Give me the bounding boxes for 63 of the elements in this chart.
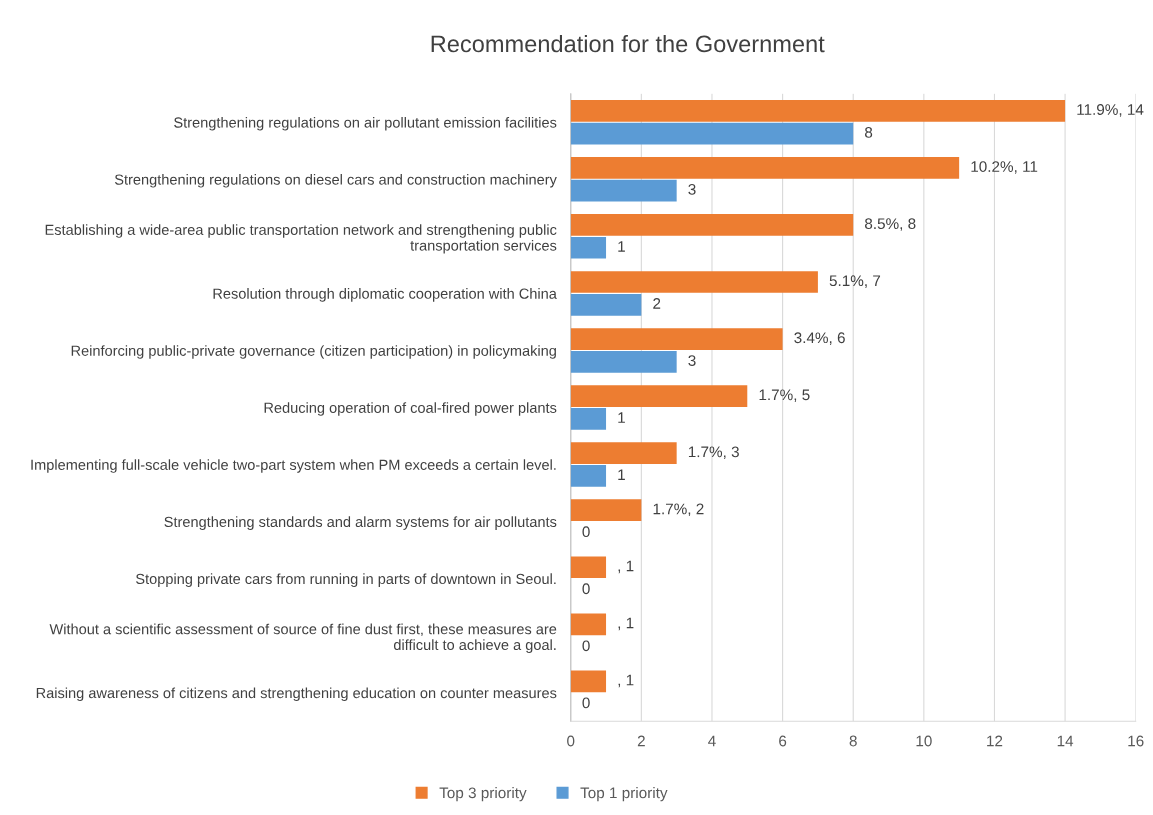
- x-tick-label: 0: [567, 735, 575, 747]
- legend-label: Top 1 priority: [580, 787, 668, 802]
- x-tick-label: 4: [708, 735, 716, 747]
- data-label: 1: [618, 241, 625, 252]
- y-tick-label: Reinforcing public-private governance (citizen participation) in policymaking: [71, 345, 556, 359]
- x-tick-label: 6: [779, 735, 787, 747]
- data-label: 2: [653, 298, 661, 309]
- x-tick-label: 16: [1128, 735, 1144, 747]
- bar: [570, 351, 677, 373]
- y-tick-label: Raising awareness of citizens and strengthening education on counter measures: [36, 687, 557, 702]
- bar: [570, 613, 607, 636]
- data-label: 1: [618, 412, 625, 423]
- data-label: , 1: [618, 560, 634, 574]
- y-tick-label: Strengthening standards and alarm systems for air pollutants: [164, 516, 557, 530]
- bar: [570, 670, 607, 693]
- data-label: , 1: [618, 617, 634, 631]
- bar: [570, 328, 783, 350]
- bar: [570, 442, 677, 464]
- data-label: 3: [688, 355, 696, 366]
- bar: [570, 499, 642, 522]
- data-label: 1.7%, 3: [688, 446, 739, 460]
- y-tick-label: Strengthening regulations on air pollutant emission facilities: [174, 116, 557, 131]
- bar: [570, 408, 607, 430]
- bar: [570, 122, 854, 145]
- bar: [570, 271, 818, 293]
- bar: [570, 157, 960, 179]
- data-label: 1: [618, 469, 625, 480]
- data-label: 0: [582, 697, 590, 709]
- x-tick-label: 10: [916, 735, 932, 747]
- x-tick-label: 12: [987, 735, 1003, 747]
- bar: [570, 465, 607, 487]
- data-label: 5.1%, 7: [829, 275, 881, 288]
- y-tick-label: Establishing a wide-area public transportation network and strengthening public transportation services: [45, 224, 557, 254]
- y-tick-label: Strengthening regulations on diesel cars and construction machinery: [114, 174, 557, 188]
- y-tick-label: Implementing full-scale vehicle two-part system when PM exceeds a certain level.: [31, 459, 556, 473]
- data-label: 0: [582, 640, 590, 652]
- x-tick-label: 14: [1057, 735, 1074, 747]
- x-tick-label: 2: [637, 735, 645, 747]
- data-label: , 1: [618, 674, 634, 688]
- data-label: 3.4%, 6: [794, 332, 845, 345]
- data-label: 0: [582, 583, 590, 595]
- bar: [570, 214, 854, 236]
- bar: [570, 179, 677, 202]
- data-label: 0: [582, 526, 590, 538]
- y-tick-label: Resolution through diplomatic cooperation with China: [213, 288, 557, 302]
- data-label: 1.7%, 2: [653, 503, 704, 517]
- data-label: 10.2%, 11: [971, 161, 1038, 174]
- y-tick-label: Without a scientific assessment of source of fine dust first, these measures are difficult to achieve a goal.: [49, 623, 557, 653]
- bar: [570, 100, 1066, 122]
- bar: [570, 236, 607, 259]
- bar: [570, 385, 748, 407]
- data-label: 3: [688, 183, 696, 195]
- legend-label: Top 3 priority: [439, 787, 527, 802]
- y-tick-label: Reducing operation of coal-fired power plants: [264, 402, 557, 416]
- chart-title: Recommendation for the Government: [431, 34, 825, 53]
- data-label: 8.5%, 8: [864, 218, 916, 231]
- y-tick-label: Stopping private cars from running in parts of downtown in Seoul.: [136, 573, 556, 587]
- bar: [570, 293, 642, 316]
- bar: [570, 556, 607, 579]
- data-label: 1.7%, 5: [759, 389, 810, 402]
- x-tick-label: 8: [849, 735, 857, 747]
- data-label: 11.9%, 14: [1077, 104, 1144, 117]
- data-label: 8: [864, 126, 873, 138]
